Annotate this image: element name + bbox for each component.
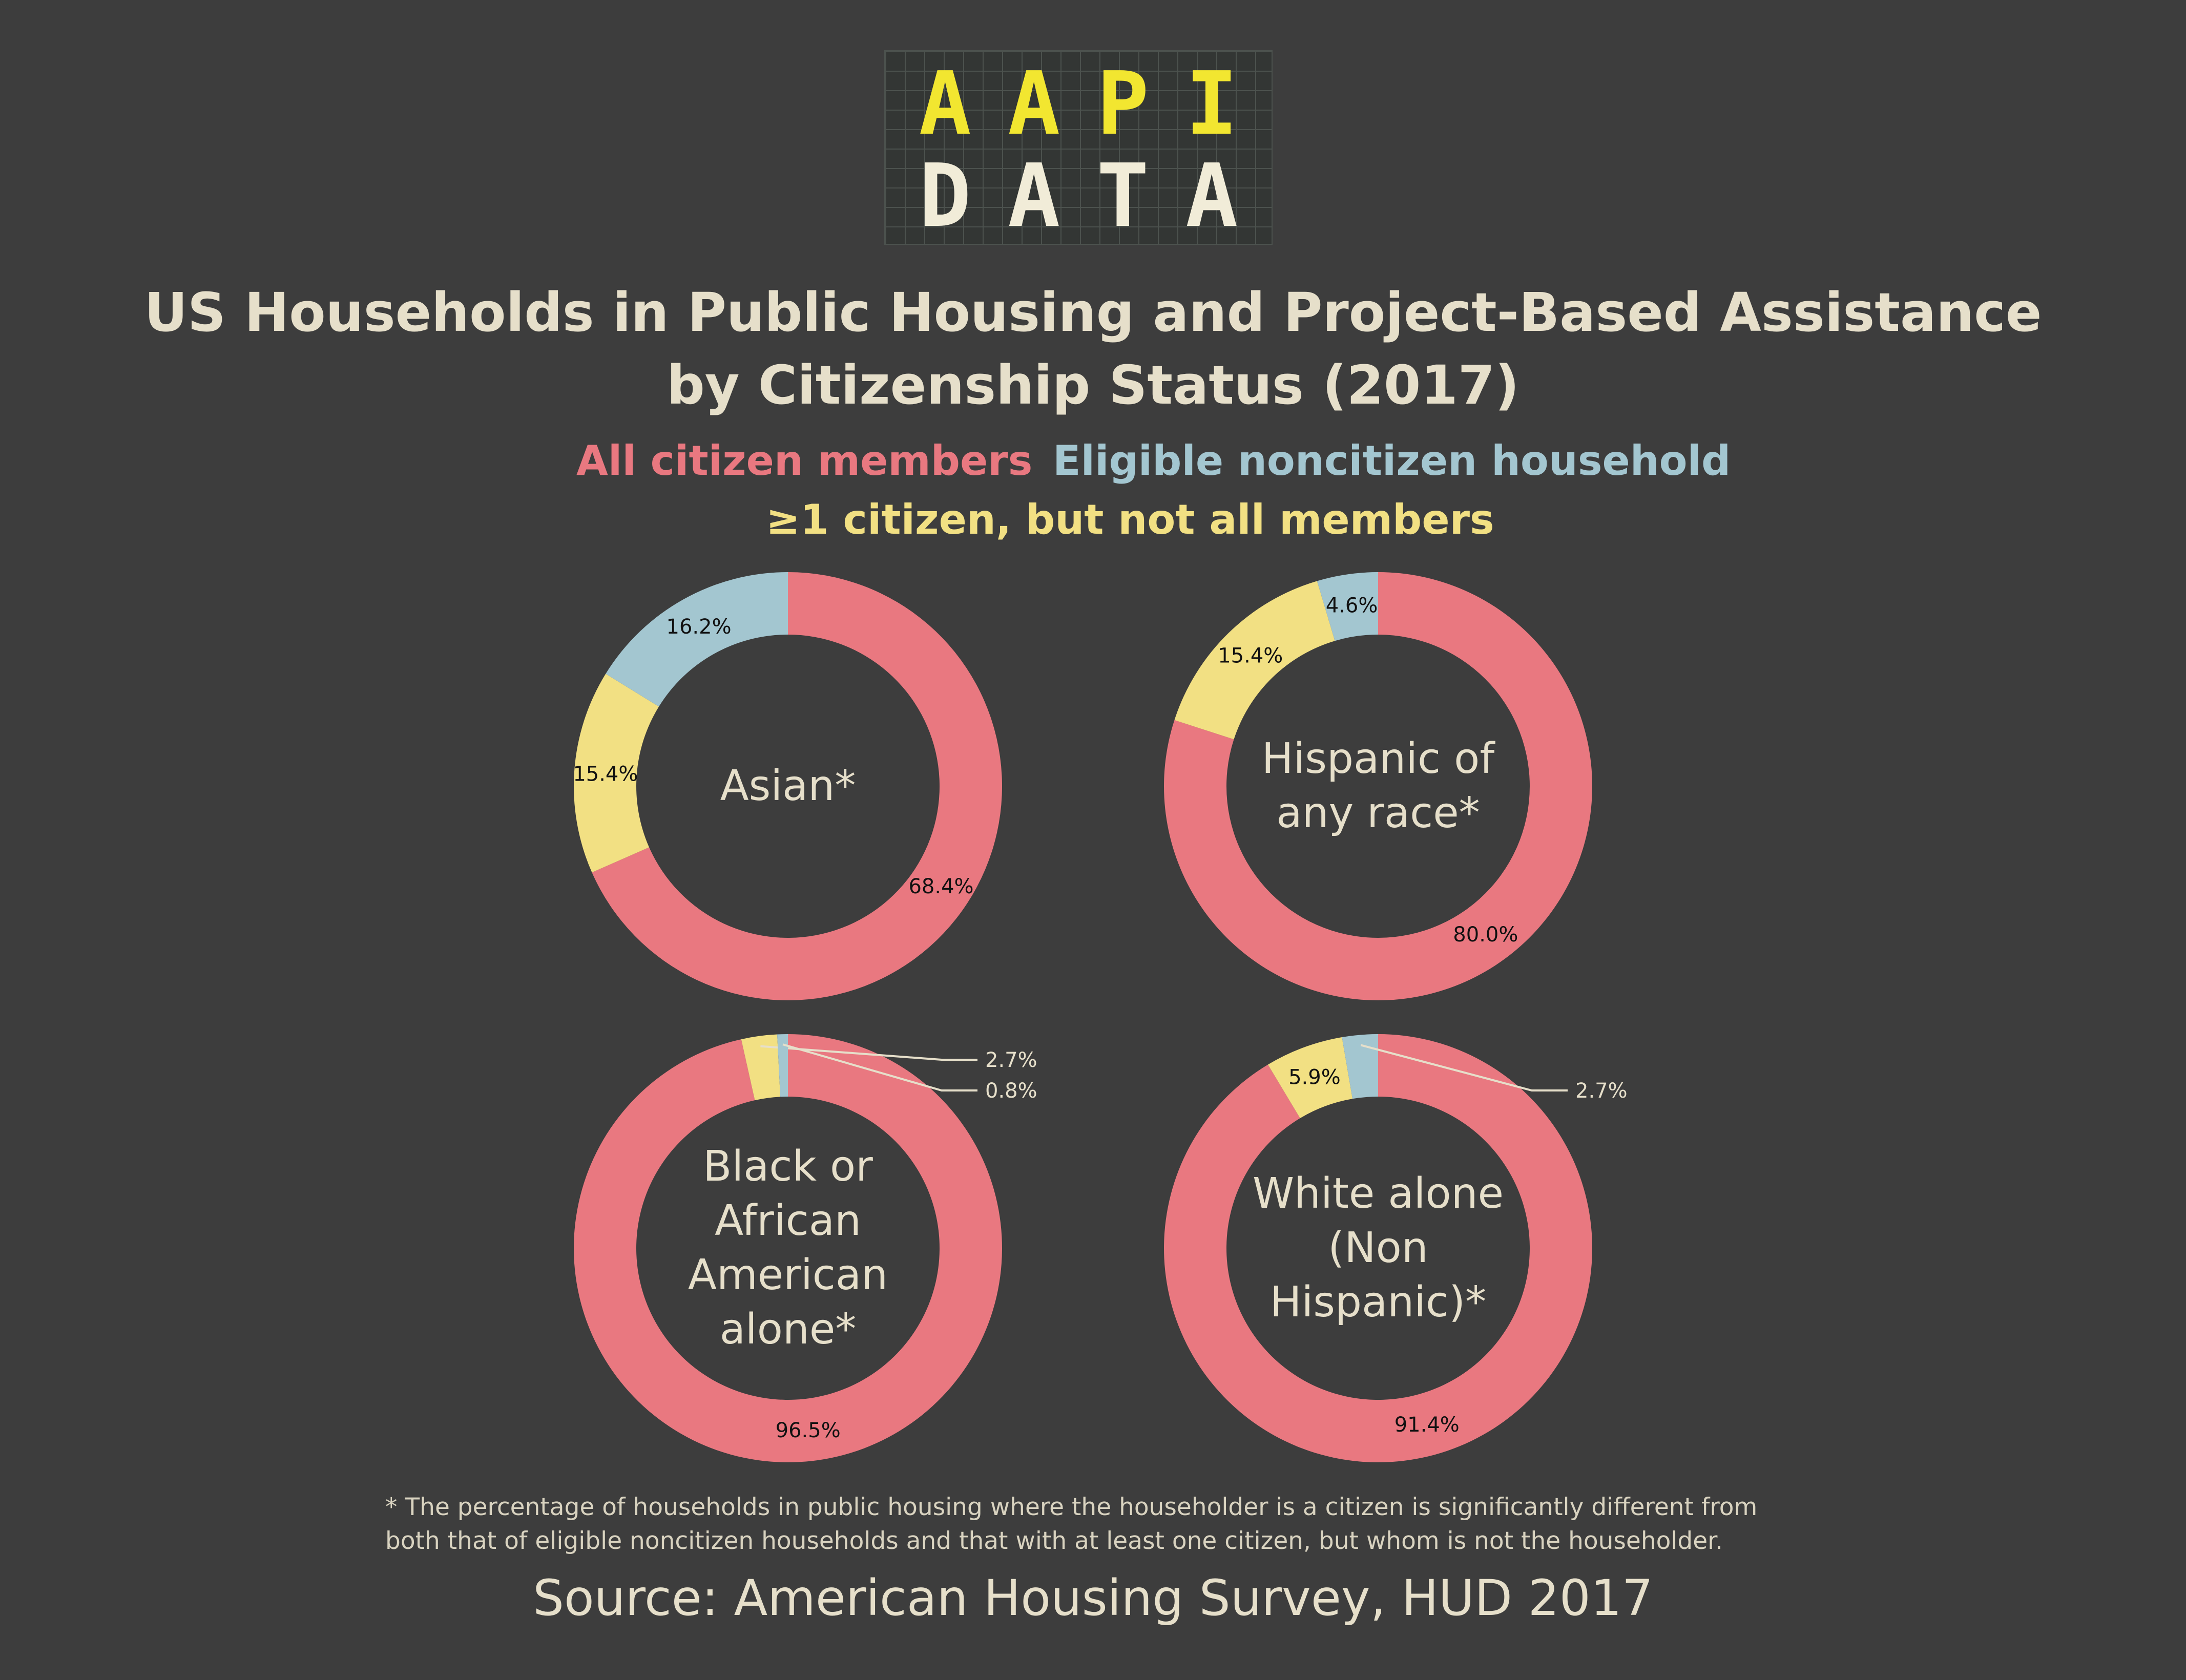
slice-label-hispanic-all-citizen: 80.0% [1453, 923, 1518, 947]
center-label-asian: Asian* [624, 759, 952, 813]
center-label-line: Asian* [720, 762, 856, 810]
slice-label-asian-eligible-noncitizen: 16.2% [667, 615, 732, 639]
slice-asian-all-citizen [592, 572, 1002, 1000]
slice-label-hispanic-eligible-noncitizen: 4.6% [1326, 594, 1378, 618]
source-note: Source: American Housing Survey, HUD 201… [533, 1569, 1653, 1627]
logo-letter: T [1096, 145, 1149, 247]
legend-eligible-noncitizen: Eligible noncitizen household [1053, 437, 1731, 485]
slice-label-black-partial-citizen: 2.7% [985, 1048, 1037, 1072]
leader-line-black-eligible-noncitizen [782, 1043, 977, 1091]
logo-letter: I [1185, 53, 1238, 155]
logo-letter: A [1185, 145, 1238, 247]
center-label-line: American [688, 1251, 888, 1299]
center-label-line: alone* [719, 1305, 857, 1354]
slice-white-partial-citizen [1267, 1037, 1353, 1119]
slice-label-asian-partial-citizen: 15.4% [573, 762, 638, 786]
legend-all-citizen: All citizen members [576, 437, 1033, 485]
center-label-line: White alone [1252, 1169, 1504, 1218]
center-label-line: Black or [703, 1142, 873, 1191]
logo-letter: P [1096, 53, 1149, 155]
footnote-line-2: both that of eligible noncitizen househo… [385, 1527, 1723, 1555]
slice-label-white-all-citizen: 91.4% [1394, 1413, 1460, 1437]
chart-title-line-1: US Households in Public Housing and Proj… [144, 281, 2042, 344]
slice-label-black-all-citizen: 96.5% [776, 1419, 841, 1442]
center-label-line: any race* [1276, 789, 1480, 837]
slice-hispanic-partial-citizen [1174, 581, 1335, 740]
leader-line-black-partial-citizen [760, 1045, 977, 1061]
center-label-line: Hispanic of [1261, 734, 1495, 783]
leader-line-white-eligible-noncitizen [1360, 1044, 1568, 1091]
slice-label-asian-all-citizen: 68.4% [908, 875, 973, 898]
logo-letter: A [1008, 145, 1060, 247]
center-label-line: (Non [1328, 1224, 1428, 1272]
center-label-hispanic: Hispanic of any race* [1214, 732, 1542, 841]
slice-label-hispanic-partial-citizen: 15.4% [1218, 644, 1283, 667]
logo-letter: A [1008, 53, 1060, 155]
slice-label-black-eligible-noncitizen: 0.8% [985, 1079, 1037, 1103]
slice-label-white-partial-citizen: 5.9% [1288, 1065, 1341, 1089]
slice-black-partial-citizen [741, 1034, 781, 1101]
slice-white-eligible-noncitizen [1342, 1034, 1378, 1099]
center-label-black: Black or African American alone* [624, 1140, 952, 1357]
slice-label-white-eligible-noncitizen: 2.7% [1575, 1079, 1628, 1103]
slice-hispanic-eligible-noncitizen [1317, 572, 1378, 641]
center-label-white: White alone (Non Hispanic)* [1214, 1167, 1542, 1330]
logo-letter: A [919, 53, 971, 155]
footnote: * The percentage of households in public… [385, 1490, 1871, 1558]
center-label-line: Hispanic)* [1269, 1278, 1487, 1327]
logo-letter: D [919, 145, 971, 247]
chart-title-line-2: by Citizenship Status (2017) [667, 354, 1519, 416]
footnote-line-1: * The percentage of households in public… [385, 1493, 1758, 1521]
slice-asian-partial-citizen [573, 674, 659, 873]
center-label-line: African [715, 1196, 861, 1245]
legend-partial-citizen: ≥1 citizen, but not all members [766, 496, 1494, 543]
slice-black-eligible-noncitizen [777, 1034, 788, 1097]
slice-asian-eligible-noncitizen [606, 572, 788, 707]
